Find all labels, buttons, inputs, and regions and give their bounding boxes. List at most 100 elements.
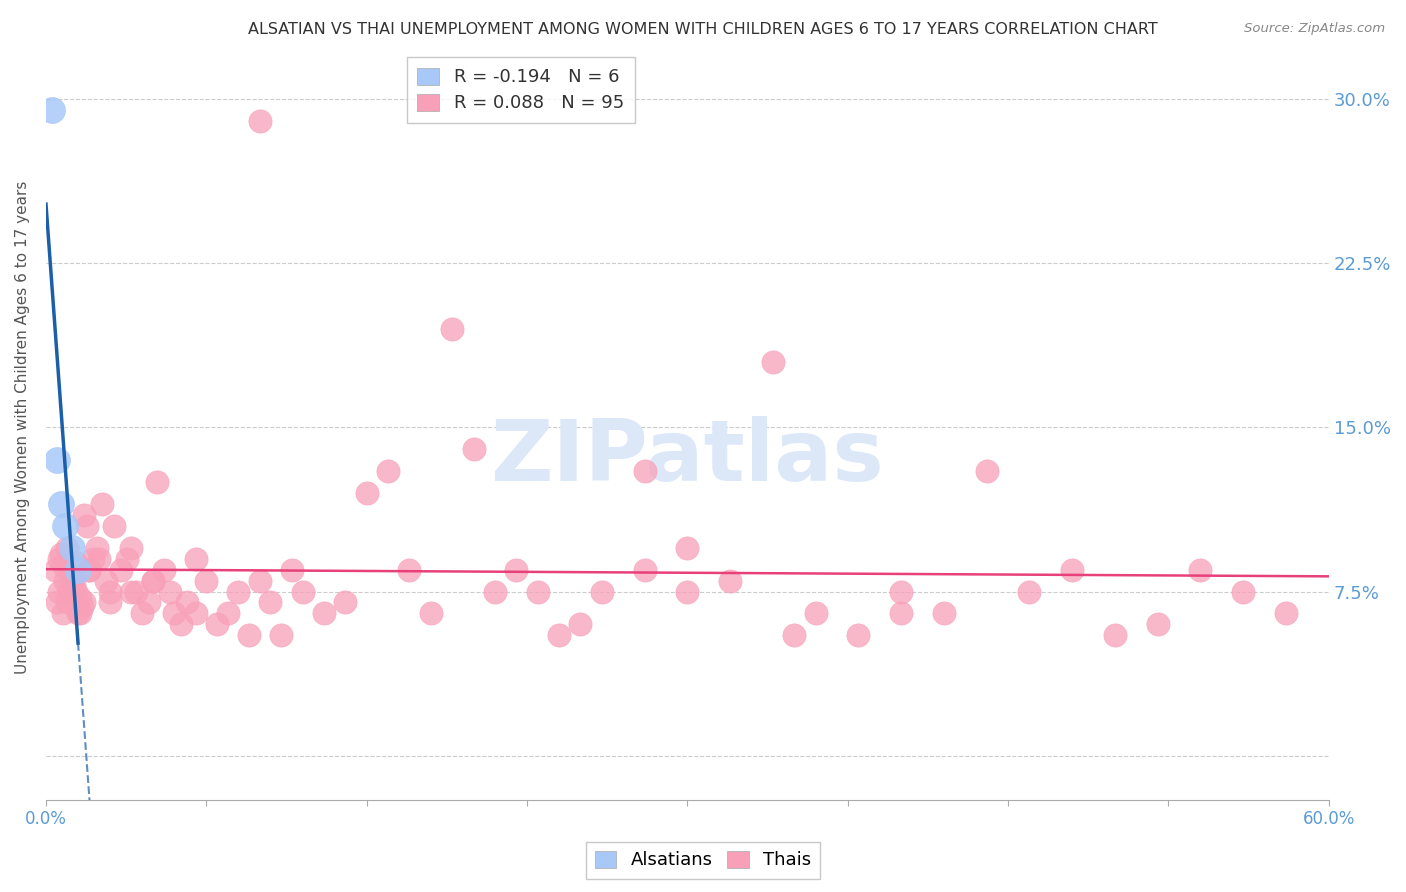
Point [115, 551, 138, 566]
Point [67, 563, 90, 577]
Point [60, 569, 83, 583]
Point [633, 563, 655, 577]
Point [291, 584, 314, 599]
Point [441, 322, 464, 336]
Point [121, 584, 143, 599]
Point [98, 595, 121, 609]
Point [86, 541, 108, 555]
Point [103, 519, 125, 533]
Point [94, 574, 117, 588]
Point [131, 607, 153, 621]
Point [398, 563, 420, 577]
Point [217, 607, 239, 621]
Point [60, 574, 83, 588]
Point [44, 563, 66, 577]
Point [718, 574, 741, 588]
Point [56, 541, 79, 555]
Point [45, 453, 67, 467]
Point [1189, 563, 1212, 577]
Point [67, 607, 90, 621]
Point [1275, 607, 1298, 621]
Point [762, 354, 785, 368]
Point [176, 595, 198, 609]
Point [163, 607, 186, 621]
Point [270, 628, 292, 642]
Point [72, 599, 94, 614]
Point [633, 464, 655, 478]
Point [90, 497, 112, 511]
Point [184, 551, 207, 566]
Point [53, 519, 76, 533]
Point [89, 551, 111, 566]
Point [48, 584, 70, 599]
Point [228, 584, 250, 599]
Point [53, 574, 76, 588]
Point [56, 595, 79, 609]
Point [110, 563, 132, 577]
Point [890, 584, 912, 599]
Point [932, 607, 955, 621]
Point [138, 595, 160, 609]
Point [1018, 584, 1040, 599]
Point [69, 591, 91, 606]
Point [125, 584, 148, 599]
Point [548, 628, 571, 642]
Point [77, 563, 100, 577]
Point [238, 628, 260, 642]
Point [419, 607, 441, 621]
Point [52, 558, 75, 573]
Point [205, 617, 228, 632]
Point [591, 584, 613, 599]
Point [335, 595, 357, 609]
Point [69, 607, 91, 621]
Point [49, 497, 72, 511]
Point [77, 563, 100, 577]
Point [82, 551, 104, 566]
Point [62, 578, 84, 592]
Point [1146, 617, 1168, 632]
Legend: R = -0.194   N = 6, R = 0.088   N = 95: R = -0.194 N = 6, R = 0.088 N = 95 [406, 57, 634, 123]
Point [505, 563, 527, 577]
Point [195, 574, 218, 588]
Point [1062, 563, 1084, 577]
Point [73, 508, 96, 522]
Point [142, 574, 165, 588]
Point [526, 584, 548, 599]
Point [676, 541, 699, 555]
Legend: Alsatians, Thais: Alsatians, Thais [585, 842, 821, 879]
Point [76, 519, 98, 533]
Point [1104, 628, 1126, 642]
Text: Source: ZipAtlas.com: Source: ZipAtlas.com [1244, 22, 1385, 36]
Point [783, 628, 806, 642]
Point [377, 464, 399, 478]
Point [146, 475, 169, 489]
Y-axis label: Unemployment Among Women with Children Ages 6 to 17 years: Unemployment Among Women with Children A… [15, 181, 30, 674]
Point [976, 464, 998, 478]
Point [65, 584, 87, 599]
Point [60, 541, 83, 555]
Point [41, 103, 63, 117]
Point [804, 607, 827, 621]
Point [1232, 584, 1254, 599]
Text: ZIPatlas: ZIPatlas [491, 416, 884, 499]
Point [73, 595, 96, 609]
Point [312, 607, 335, 621]
Point [142, 574, 165, 588]
Point [356, 486, 378, 500]
Text: ALSATIAN VS THAI UNEMPLOYMENT AMONG WOMEN WITH CHILDREN AGES 6 TO 17 YEARS CORRE: ALSATIAN VS THAI UNEMPLOYMENT AMONG WOME… [247, 22, 1159, 37]
Point [249, 574, 271, 588]
Point [98, 584, 121, 599]
Point [52, 607, 75, 621]
Point [169, 617, 191, 632]
Point [848, 628, 870, 642]
Point [259, 595, 281, 609]
Point [463, 442, 485, 457]
Point [569, 617, 592, 632]
Point [58, 584, 80, 599]
Point [484, 584, 506, 599]
Point [48, 551, 70, 566]
Point [184, 607, 207, 621]
Point [159, 584, 181, 599]
Point [890, 607, 912, 621]
Point [281, 563, 304, 577]
